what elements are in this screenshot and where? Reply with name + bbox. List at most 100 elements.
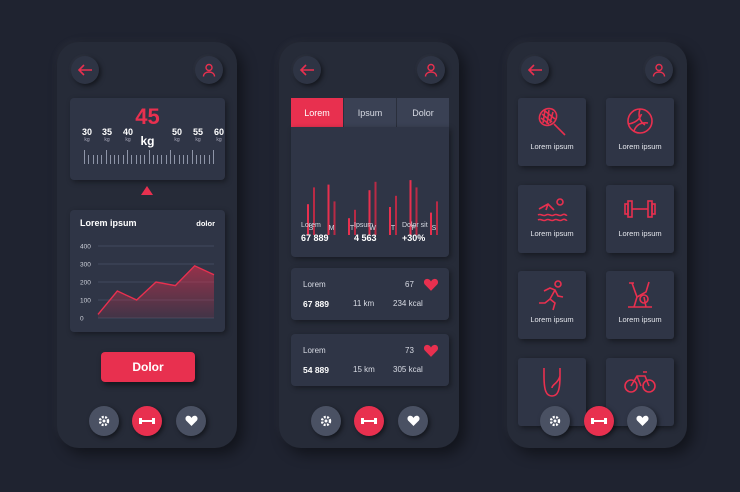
back-arrow-icon	[527, 64, 542, 76]
bar	[415, 187, 418, 235]
sport-tile-weights[interactable]: Lorem ipsum	[606, 185, 674, 253]
day-label: T	[390, 225, 396, 232]
heart-icon[interactable]	[423, 344, 439, 358]
day-label: T	[349, 225, 355, 232]
scale-tick	[92, 155, 94, 164]
back-button[interactable]	[293, 56, 321, 84]
tile-label: Lorem ipsum	[618, 315, 662, 324]
day-label: S	[431, 225, 437, 232]
scale-tick	[101, 155, 103, 164]
profile-button[interactable]	[645, 56, 673, 84]
sport-tile-running[interactable]: Lorem ipsum	[518, 271, 586, 339]
summary-stat: Lorem 67 889	[301, 222, 329, 243]
nav-settings-button[interactable]	[311, 406, 341, 436]
card-title: Lorem	[303, 346, 326, 355]
back-button[interactable]	[71, 56, 99, 84]
scale-tick	[200, 155, 202, 164]
sport-tile-volleyball[interactable]: Lorem ipsum	[606, 98, 674, 166]
dumbbell-icon	[591, 418, 607, 424]
nav-workout-button[interactable]	[354, 406, 384, 436]
volleyball-icon	[627, 108, 653, 134]
bar	[409, 180, 412, 235]
y-tick-label: 0	[80, 316, 84, 323]
dolor-button[interactable]: Dolor	[101, 352, 195, 382]
sport-tile-tennis[interactable]: Lorem ipsum	[518, 98, 586, 166]
scale-tick	[182, 155, 184, 164]
dumbbell-icon	[624, 200, 656, 218]
card-steps: 54 889	[303, 365, 329, 375]
user-icon	[652, 63, 666, 77]
runner-icon	[539, 280, 564, 311]
scale-tick	[96, 155, 98, 164]
weight-scale-panel[interactable]: 45 30 kg 35 kg 40 kg 50 kg 55 kg 60 kg kg	[70, 98, 225, 180]
bottom-nav	[507, 406, 687, 436]
scale-tick	[84, 150, 85, 164]
scale-tick	[109, 155, 111, 164]
scale-tick	[174, 155, 176, 164]
back-arrow-icon	[77, 64, 92, 76]
activity-card[interactable]: Lorem 73 54 889 15 km 305 kcal	[291, 334, 449, 386]
card-steps: 67 889	[303, 299, 329, 309]
user-icon	[424, 63, 438, 77]
nav-workout-button[interactable]	[584, 406, 614, 436]
card-count: 73	[405, 346, 414, 355]
y-tick-label: 200	[80, 280, 91, 287]
bar	[395, 195, 397, 235]
scale-ticks	[84, 150, 214, 164]
profile-button[interactable]	[417, 56, 445, 84]
card-distance: 11 km	[353, 299, 375, 308]
gear-icon	[549, 415, 561, 427]
tab-lorem[interactable]: Lorem	[291, 98, 344, 127]
card-distance: 15 km	[353, 365, 375, 374]
bottom-nav	[57, 406, 237, 436]
day-label: W	[369, 225, 376, 232]
phone-weight-screen: 45 30 kg 35 kg 40 kg 50 kg 55 kg 60 kg kg Lore…	[57, 42, 237, 448]
bar	[348, 218, 350, 235]
sport-tile-cycling-machine[interactable]: Lorem ipsum	[606, 271, 674, 339]
weight-chart-card: Lorem ipsum dolor 400 300 200 100 0	[70, 210, 225, 332]
dumbbell-icon	[361, 418, 377, 424]
tile-label: Lorem ipsum	[618, 229, 662, 238]
heart-icon	[406, 415, 420, 426]
scale-tick	[148, 150, 150, 164]
scale-tick	[127, 150, 128, 164]
weight-unit: kg	[140, 134, 155, 148]
gear-icon	[98, 415, 110, 427]
heart-icon[interactable]	[423, 278, 439, 292]
nav-settings-button[interactable]	[540, 406, 570, 436]
top-bar	[71, 56, 223, 84]
scale-tick	[191, 150, 193, 164]
scale-tick	[178, 155, 180, 164]
scale-tick	[208, 155, 210, 164]
day-label: F	[411, 225, 416, 232]
nav-favorites-button[interactable]	[398, 406, 428, 436]
card-count: 67	[405, 280, 414, 289]
scale-tick	[152, 155, 154, 164]
scale-tick	[135, 155, 137, 164]
scale-tick	[170, 150, 171, 164]
chart-link[interactable]: dolor	[196, 219, 215, 228]
scale-tick	[122, 155, 124, 164]
nav-settings-button[interactable]	[89, 406, 119, 436]
tab-dolor[interactable]: Dolor	[397, 98, 449, 127]
scale-label: 55 kg	[192, 127, 203, 144]
bar	[327, 184, 330, 235]
scale-label: 35 kg	[101, 127, 112, 144]
nav-favorites-button[interactable]	[176, 406, 206, 436]
bottom-nav	[279, 406, 459, 436]
bar	[354, 209, 356, 235]
weekly-bar-chart	[307, 180, 438, 235]
back-arrow-icon	[299, 64, 314, 76]
sport-tile-swimming[interactable]: Lorem ipsum	[518, 185, 586, 253]
bar	[374, 181, 377, 235]
activity-card[interactable]: Lorem 67 67 889 11 km 234 kcal	[291, 268, 449, 320]
scale-label: 60 kg	[213, 127, 224, 144]
tab-ipsum[interactable]: Ipsum	[344, 98, 397, 127]
nav-workout-button[interactable]	[132, 406, 162, 436]
nav-favorites-button[interactable]	[627, 406, 657, 436]
profile-button[interactable]	[195, 56, 223, 84]
y-tick-label: 400	[80, 244, 91, 251]
scale-tick	[139, 155, 141, 164]
back-button[interactable]	[521, 56, 549, 84]
